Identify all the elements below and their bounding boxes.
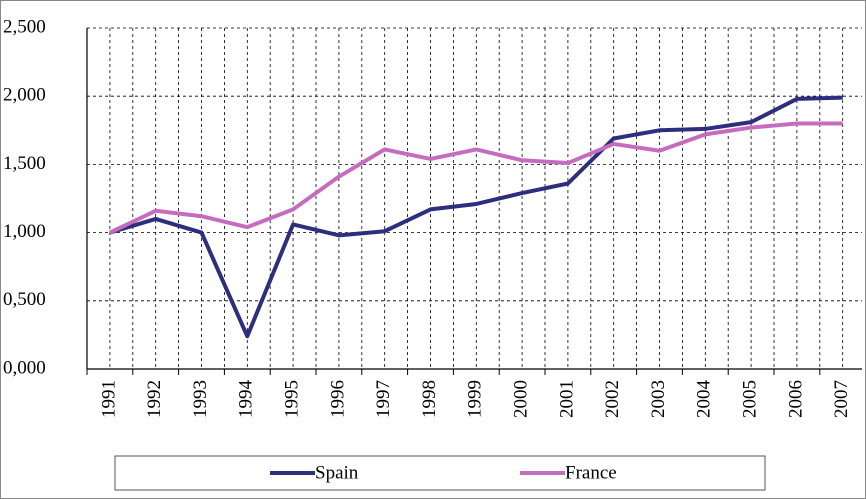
x-tick-label: 1993 (190, 380, 211, 418)
y-tick-label: 2,500 (3, 16, 46, 37)
x-tick-label: 2000 (510, 380, 531, 418)
x-tick-label: 1991 (98, 380, 119, 418)
x-tick-label: 2006 (785, 380, 806, 418)
x-tick-label: 1999 (465, 380, 486, 418)
y-tick-label: 2,000 (3, 85, 46, 106)
y-tick-label: 0,500 (3, 289, 46, 310)
x-tick-label: 1995 (281, 380, 302, 418)
y-tick-label: 1,500 (3, 153, 46, 174)
x-tick-label: 2001 (556, 380, 577, 418)
x-tick-label: 2002 (602, 380, 623, 418)
series-line (109, 121, 843, 235)
x-tick-label: 2005 (739, 380, 760, 418)
y-tick-label: 0,000 (3, 357, 46, 378)
x-tick-label: 1992 (144, 380, 165, 418)
x-tick-label: 1997 (373, 380, 394, 418)
legend-label: France (565, 462, 617, 483)
x-tick-label: 1996 (327, 380, 348, 418)
x-tick-label: 1994 (236, 380, 257, 419)
x-tick-label: 1998 (419, 380, 440, 418)
x-tick-label: 2003 (648, 380, 669, 418)
y-tick-label: 1,000 (3, 221, 46, 242)
series-line (109, 95, 843, 339)
x-tick-label: 2004 (694, 380, 715, 419)
legend-label: Spain (315, 462, 359, 483)
x-tick-label: 2007 (831, 380, 852, 418)
legend-box (114, 455, 766, 491)
